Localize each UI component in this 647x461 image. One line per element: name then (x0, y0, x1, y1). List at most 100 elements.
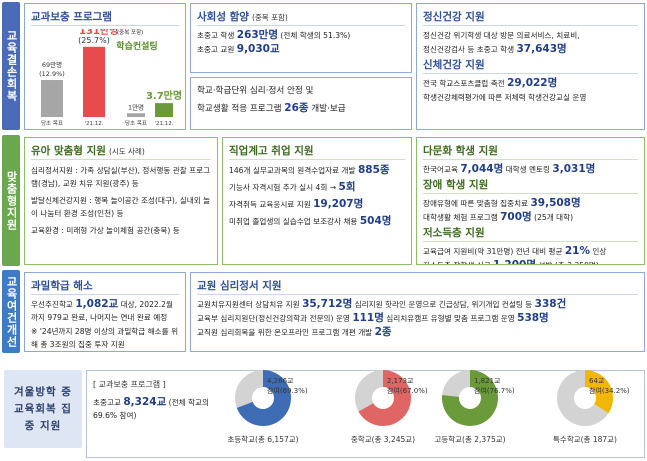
highlight-number: 504명 (359, 215, 392, 227)
highlight-number: 1,082교 (75, 298, 119, 310)
section-label: 교육결손회복 (2, 2, 20, 130)
text: 학교·학급단위 심리·정서 안정 및 (197, 86, 314, 96)
winter-panel: [ 교과보충 프로그램 ] 초중고교 8,324교 (전체 학교의 69.6% 참… (86, 370, 645, 458)
text-line: 교직원 심리회복을 위한 온오프라인 프로그램 개편 개발 2종 (197, 326, 638, 339)
section-label: 맞춤형지원 (2, 135, 20, 266)
text: 대학생활 체험 프로그램 (423, 213, 501, 222)
bar (155, 103, 173, 117)
highlight-number: 29,022명 (507, 77, 558, 89)
text: (전체 학교의 69.6% 참여) (93, 398, 209, 420)
group-title: 다문화 학생 지원 (423, 143, 638, 160)
text: 정신건강 위기학생 대상 방문 의료서비스, 치료비, (423, 31, 580, 40)
text-line: 우선추진학교 1,082교 대상, 2022.2월까지 979교 완료, 나머지… (31, 298, 179, 324)
text: 교육환경 : 미래형 가상 놀이체험 공간(충북) 등 (31, 226, 180, 235)
highlight-number: 35,712명 (302, 298, 353, 310)
text-line: 정신건강 위기학생 대상 방문 의료서비스, 치료비, (423, 29, 638, 42)
text-line: 미취업 졸업생의 실습수업 보조강사 채용 504명 (229, 215, 405, 228)
highlight-number: 19,207명 (313, 198, 364, 210)
text: (25개 대학) (531, 213, 574, 222)
text-line: 대학생활 체험 프로그램 700명 (25개 대학) (423, 211, 638, 224)
text: 자격취득 교육응시료 지원 (229, 200, 314, 209)
text: 심리정서지원 : 가족 상담실(부산), 정서행동 관찰 프로그램(경남), 교… (31, 166, 211, 188)
highlight-number: 538명 (517, 312, 549, 324)
text-line: 학교생활 적응 프로그램 26종 개발·보급 (197, 100, 405, 117)
text: 교직원 심리회복을 위한 온오프라인 프로그램 개편 개발 (197, 328, 375, 337)
bar (41, 80, 63, 117)
text-line: ※ '24년까지 28명 이상의 과밀학급 해소를 위해 총 3조원의 집중 투… (31, 325, 179, 351)
highlight-number: 21% (564, 245, 590, 257)
category-label: '21.12. (154, 121, 173, 127)
highlight-number: 263만명 (236, 29, 279, 41)
title-text: 정신건강 지원 (423, 11, 485, 23)
text-line: 기능사 자격시험 추가 실시 4회 → 5회 (229, 181, 405, 194)
value-note: (25.7%) (78, 36, 110, 45)
text-line: 학교·학급단위 심리·정서 안정 및 (197, 83, 405, 99)
text-line: 정신건강검사 등 초중고 학생 37,643명 (423, 43, 638, 56)
category-label: '21.12. (84, 121, 103, 127)
text: 심리지원 핫라인 운영으로 긴급상담, 위기개입 컨설팅 등 (352, 300, 535, 309)
title-text: 장애 학생 지원 (423, 179, 489, 191)
category-label: 당초 목표 (41, 120, 63, 127)
text: 대학생 멘토링 (503, 165, 553, 174)
text: 저소득층 장학생 신규 (423, 261, 493, 264)
title-text: 교원 심리정서 지원 (197, 280, 282, 292)
panel: 사회성 함양 (중복 포함) 초중고 학생 263만명 (전체 학생의 51.3%)… (190, 3, 412, 73)
text: 정신건강검사 등 초중고 학생 (423, 45, 517, 54)
highlight-number: 338건 (534, 298, 567, 310)
text: 교육부 심리지원단(정신건강의학과 전문의) 운영 (197, 314, 353, 323)
text: 발달신체건강지원 : 행복 놀이공간 조성(대구), 실내외 놀이 나눔터 환경… (31, 196, 211, 218)
text-line: 초중고 학생 263만명 (전체 학생의 51.3%) (197, 29, 405, 42)
text: 초중고 교원 (197, 45, 237, 54)
highlight-number: 1,200명 (493, 259, 536, 265)
text-line: 146개 실무교과목의 원격수업자료 개발 885종 (229, 164, 405, 177)
highlight-number: 9,030교 (236, 43, 280, 55)
title-text: 저소득층 지원 (423, 227, 485, 239)
panel: 교과보충 프로그램 당초 목표 69만명 (12.9%) '21.12. 131만명 (25… (24, 3, 186, 130)
text: 심리치유캠프 유형별 맞춤 프로그램 운영 (383, 314, 518, 323)
group-title: 직업계고 취업 지원 (229, 143, 405, 160)
group-title: 신체건강 지원 (423, 57, 638, 74)
group-title: 장애 학생 지원 (423, 177, 638, 194)
text-line: 교육환경 : 미래형 가상 놀이체험 공간(충북) 등 (31, 224, 211, 237)
text: ※ '24년까지 28명 이상의 과밀학급 해소를 위해 총 3조원의 집중 투… (31, 327, 179, 349)
group-title: 교과보충 프로그램 (31, 9, 179, 26)
text-line: 학생건강체력평가에 따른 저체력 학생건강교실 운영 (423, 91, 638, 104)
value-label: 3.7만명 (146, 89, 181, 102)
text-line: 심리정서지원 : 가족 상담실(부산), 정서행동 관찰 프로그램(경남), 교… (31, 164, 211, 190)
text-line: 교원치유지원센터 상담치유 지원 35,712명 심리지원 핫라인 운영으로 긴… (197, 298, 638, 311)
title-text: 직업계고 취업 지원 (229, 145, 314, 157)
text: 교육급여 지원비(약 31만명) 전년 대비 평균 (423, 247, 565, 256)
text-line: 교육부 심리지원단(정신건강의학과 전문의) 운영 111명 심리치유캠프 유형… (197, 312, 638, 325)
title-text: 사회성 함양 (197, 11, 249, 23)
text: 146개 실무교과목의 원격수업자료 개발 (229, 166, 358, 175)
text-line: 초중고 교원 9,030교 (197, 43, 405, 56)
text-line: 장애유형에 따른 맞춤형 집중치료 39,508명 (423, 197, 638, 210)
group-title: 정신건강 지원 (423, 9, 638, 26)
winter-summary: 초중고교 8,324교 (전체 학교의 69.6% 참여) (93, 396, 213, 422)
text: 학교생활 적응 프로그램 (197, 104, 285, 114)
title-note: (시도 사례) (108, 147, 145, 156)
group-title: 사회성 함양 (중복 포함) (197, 9, 405, 26)
section-label: 겨울방학 중 교육회복 집중 지원 (4, 370, 82, 448)
text: 기능사 자격시험 추가 실시 4회 → (229, 183, 339, 192)
highlight-number: 7,044명 (460, 163, 504, 175)
text-line: 발달신체건강지원 : 행복 놀이공간 조성(대구), 실내외 놀이 나눔터 환경… (31, 194, 211, 220)
text-line: 저소득층 장학생 신규 1,200명 선발 (총 3,350명) (423, 259, 638, 265)
group-title: 과밀학급 해소 (31, 278, 179, 295)
highlight-number: 8,324교 (123, 396, 167, 408)
text: 교원치유지원센터 상담치유 지원 (197, 300, 303, 309)
section-label: 교육여건개선 (2, 270, 20, 353)
group-title: 유아 맞춤형 지원 (시도 사례) (31, 143, 211, 160)
chart-title: 학습컨설팅 (116, 40, 157, 52)
title-text: 유아 맞춤형 지원 (31, 145, 106, 157)
text-line: 한국어교육 7,044명 대학생 멘토링 3,031명 (423, 163, 638, 176)
text: 학생건강체력평가에 따른 저체력 학생건강교실 운영 (423, 93, 587, 102)
highlight-number: 26종 (284, 102, 309, 114)
title-text: 신체건강 지원 (423, 59, 485, 71)
text-line: 자격취득 교육응시료 지원 19,207명 (229, 198, 405, 211)
text: 대상, 2022.2월까지 979교 완료, 나머지는 연내 완료 예정 (31, 300, 173, 322)
